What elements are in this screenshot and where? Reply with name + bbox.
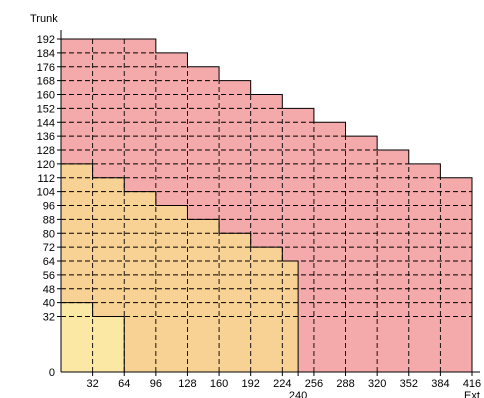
- x-tick-label: 64: [118, 378, 130, 390]
- region-1-step-10: [408, 163, 441, 372]
- regions: [60, 38, 473, 372]
- y-tick-label: 160: [37, 90, 55, 102]
- y-tick-label: 88: [43, 214, 55, 226]
- x-tick-label: 32: [86, 378, 98, 390]
- y-tick-label: 176: [37, 62, 55, 74]
- x-tick-label: 256: [305, 378, 323, 390]
- y-tick-label: 152: [37, 103, 55, 115]
- y-tick-label: 120: [37, 159, 55, 171]
- region-3-step-3: [92, 316, 125, 372]
- x-tick-label: 352: [400, 378, 418, 390]
- x-tick-label: 128: [178, 378, 196, 390]
- y-tick-label: 168: [37, 76, 55, 88]
- y-tick-label: 144: [37, 117, 55, 129]
- x-tick-label: 384: [431, 378, 449, 390]
- y-tick-label: 104: [37, 187, 55, 199]
- y-tick-label: 112: [37, 173, 55, 185]
- region-3-outline: [60, 288, 125, 372]
- y-tick-label: 96: [43, 201, 55, 213]
- x-tick-label: 160: [210, 378, 228, 390]
- x-tick-label: 224: [273, 378, 291, 390]
- y-tick-label: 128: [37, 145, 55, 157]
- y-tick-label: 32: [43, 312, 55, 324]
- y-tick-label: 48: [43, 284, 55, 296]
- x-tick-label: 192: [242, 378, 260, 390]
- y-axis-title: Trunk: [30, 13, 58, 25]
- region-1-outline: [60, 38, 473, 372]
- gridlines: [61, 39, 472, 372]
- x-tick-label: 416: [463, 378, 481, 390]
- region-2-step-5: [187, 219, 220, 372]
- y-tick-label: 40: [43, 298, 55, 310]
- y-tick-label: 0: [49, 367, 55, 379]
- y-tick-label: 192: [37, 34, 55, 46]
- x-tick-label: 288: [336, 378, 354, 390]
- y-tick-label: 184: [37, 48, 55, 60]
- x-tick-label: 96: [150, 378, 162, 390]
- x-tick-label: 240: [289, 390, 307, 398]
- y-tick-label: 136: [37, 131, 55, 143]
- y-tick-label: 64: [43, 256, 55, 268]
- region-2-step-3: [124, 191, 156, 372]
- region-2-step-7: [250, 247, 283, 372]
- x-tick-labels: 32 64 96 128 160 192 224 256 288 320 352 384 416 240: [86, 378, 481, 398]
- x-tick-label: 320: [368, 378, 386, 390]
- axes: [57, 30, 480, 376]
- x-axis-title: Ext: [464, 390, 480, 398]
- region-3-step-2: [61, 302, 93, 372]
- y-tick-label: 56: [43, 270, 55, 282]
- y-tick-label: 80: [43, 228, 55, 240]
- region-1-step-8: [345, 136, 378, 372]
- y-tick-label: 72: [43, 242, 55, 254]
